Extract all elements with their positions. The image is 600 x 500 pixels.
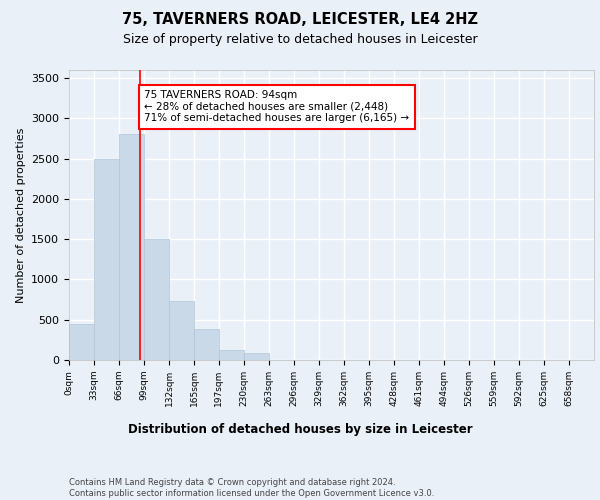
Bar [194,328,220,360]
Text: 75, TAVERNERS ROAD, LEICESTER, LE4 2HZ: 75, TAVERNERS ROAD, LEICESTER, LE4 2HZ [122,12,478,28]
Bar [69,324,94,360]
Text: Contains HM Land Registry data © Crown copyright and database right 2024.
Contai: Contains HM Land Registry data © Crown c… [69,478,434,498]
Bar [169,301,194,360]
Y-axis label: Number of detached properties: Number of detached properties [16,128,26,302]
Text: 75 TAVERNERS ROAD: 94sqm
← 28% of detached houses are smaller (2,448)
71% of sem: 75 TAVERNERS ROAD: 94sqm ← 28% of detach… [144,90,409,124]
Bar [244,353,269,360]
Bar [218,350,244,360]
Bar [144,239,169,360]
Bar [94,158,119,360]
Text: Size of property relative to detached houses in Leicester: Size of property relative to detached ho… [122,32,478,46]
Bar [119,134,144,360]
Text: Distribution of detached houses by size in Leicester: Distribution of detached houses by size … [128,422,472,436]
